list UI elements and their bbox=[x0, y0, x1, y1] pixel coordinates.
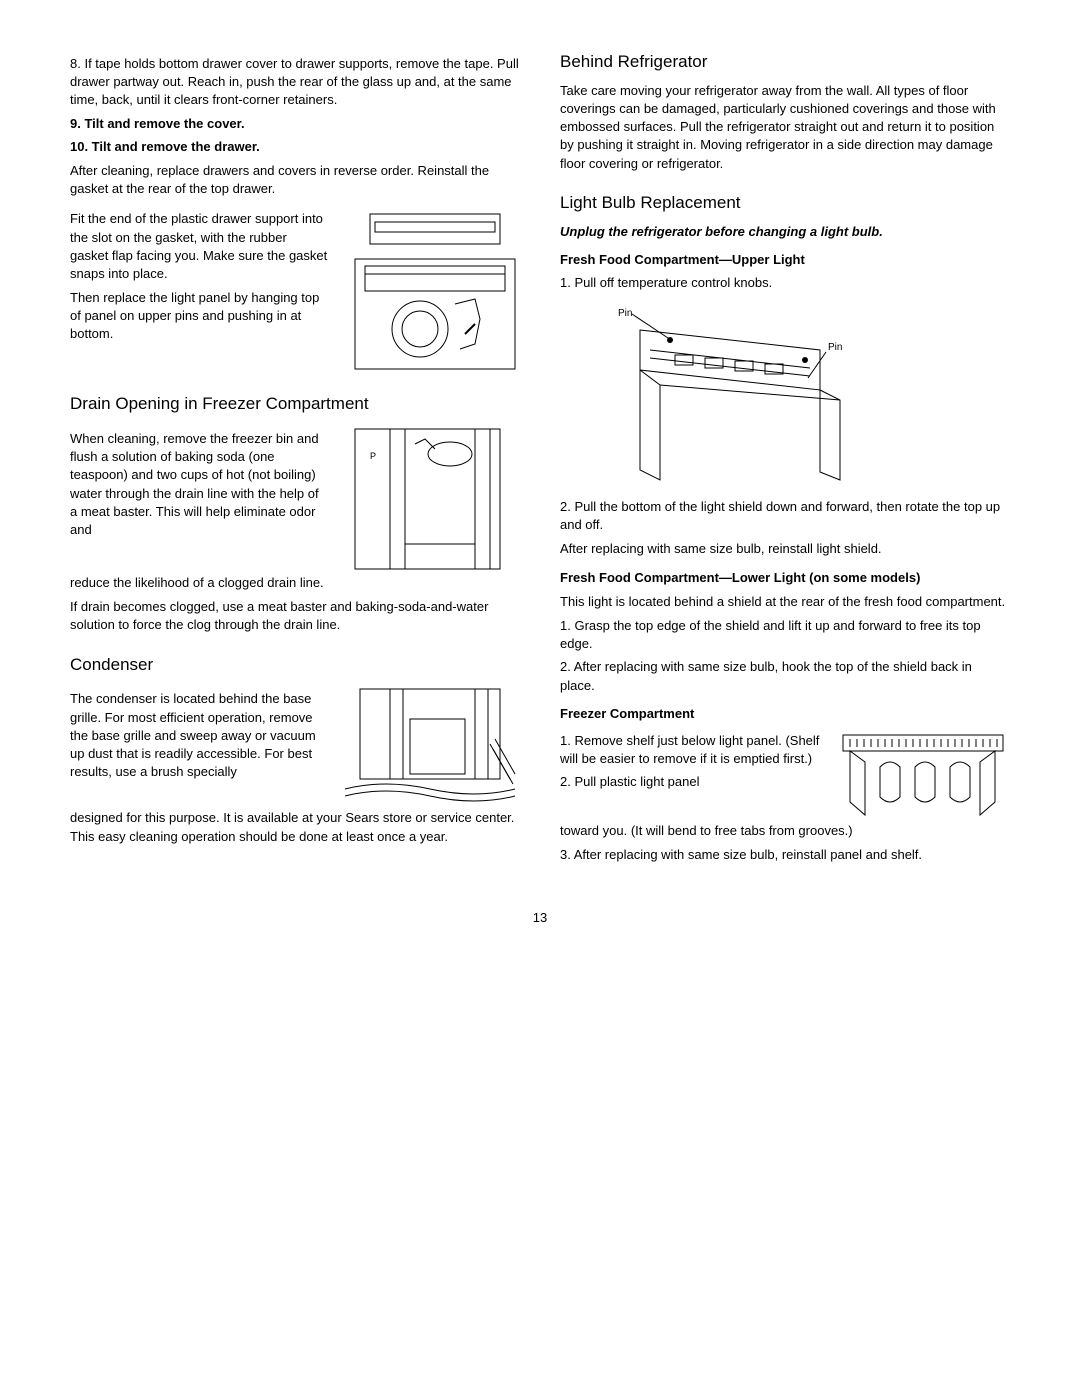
condenser-para-a: The condenser is located behind the base… bbox=[70, 690, 323, 781]
gasket-figure bbox=[340, 204, 520, 374]
step-9: 9. Tilt and remove the cover. bbox=[70, 115, 520, 133]
drain-para-1b: reduce the likelihood of a clogged drain… bbox=[70, 574, 520, 592]
behind-heading: Behind Refrigerator bbox=[560, 50, 1010, 74]
drain-para-2: If drain becomes clogged, use a meat bas… bbox=[70, 598, 520, 634]
behind-para: Take care moving your refrigerator away … bbox=[560, 82, 1010, 173]
light-heading: Light Bulb Replacement bbox=[560, 191, 1010, 215]
fresh-lower-step1: 1. Grasp the top edge of the shield and … bbox=[560, 617, 1010, 653]
freezer-step2b: toward you. (It will bend to free tabs f… bbox=[560, 822, 1010, 840]
drain-figure: P bbox=[335, 424, 520, 574]
fresh-lower-para: This light is located behind a shield at… bbox=[560, 593, 1010, 611]
fresh-upper-after: After replacing with same size bulb, rei… bbox=[560, 540, 1010, 558]
then-replace-text: Then replace the light panel by hanging … bbox=[70, 289, 328, 344]
page-number: 13 bbox=[70, 909, 1010, 927]
pin-label-right: Pin bbox=[828, 342, 842, 353]
freezer-figure bbox=[835, 727, 1010, 822]
drain-heading: Drain Opening in Freezer Compartment bbox=[70, 392, 520, 416]
drain-para-1a: When cleaning, remove the freezer bin an… bbox=[70, 430, 323, 539]
step-8: 8. If tape holds bottom drawer cover to … bbox=[70, 55, 520, 110]
unplug-warning: Unplug the refrigerator before changing … bbox=[560, 223, 1010, 241]
pin-label-left: Pin bbox=[618, 308, 632, 319]
fresh-upper-heading: Fresh Food Compartment—Upper Light bbox=[560, 251, 1010, 269]
freezer-heading: Freezer Compartment bbox=[560, 705, 1010, 723]
right-column: Behind Refrigerator Take care moving you… bbox=[560, 50, 1010, 869]
step-10: 10. Tilt and remove the drawer. bbox=[70, 138, 520, 156]
condenser-para-b: designed for this purpose. It is availab… bbox=[70, 809, 520, 845]
fresh-upper-step2: 2. Pull the bottom of the light shield d… bbox=[560, 498, 1010, 534]
left-column: 8. If tape holds bottom drawer cover to … bbox=[70, 50, 520, 869]
fresh-lower-heading: Fresh Food Compartment—Lower Light (on s… bbox=[560, 569, 1010, 587]
light-shield-figure: Pin Pin bbox=[590, 300, 870, 490]
after-cleaning: After cleaning, replace drawers and cove… bbox=[70, 162, 520, 198]
fresh-lower-step2: 2. After replacing with same size bulb, … bbox=[560, 658, 1010, 694]
freezer-step2a: 2. Pull plastic light panel bbox=[560, 773, 823, 791]
svg-text:P: P bbox=[370, 451, 376, 461]
freezer-step3: 3. After replacing with same size bulb, … bbox=[560, 846, 1010, 864]
fresh-upper-step1: 1. Pull off temperature control knobs. bbox=[560, 274, 1010, 292]
freezer-step1: 1. Remove shelf just below light panel. … bbox=[560, 732, 823, 768]
condenser-figure bbox=[335, 684, 520, 809]
fit-end-text: Fit the end of the plastic drawer suppor… bbox=[70, 210, 328, 283]
condenser-heading: Condenser bbox=[70, 653, 520, 677]
